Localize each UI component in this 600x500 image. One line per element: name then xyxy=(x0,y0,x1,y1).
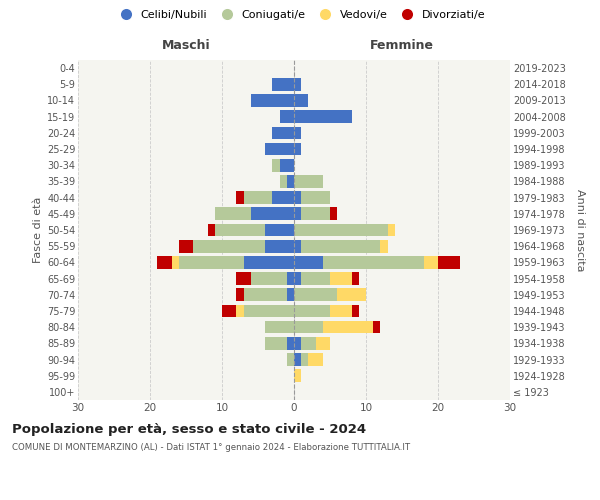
Bar xyxy=(236,288,244,301)
Bar xyxy=(388,224,395,236)
Bar xyxy=(287,353,294,366)
Text: COMUNE DI MONTEMARZINO (AL) - Dati ISTAT 1° gennaio 2024 - Elaborazione TUTTITAL: COMUNE DI MONTEMARZINO (AL) - Dati ISTAT… xyxy=(12,442,410,452)
Bar xyxy=(380,240,388,252)
Bar xyxy=(301,240,380,252)
Bar xyxy=(301,208,330,220)
Bar xyxy=(352,272,359,285)
Bar xyxy=(265,321,294,334)
Bar xyxy=(287,288,294,301)
Text: Popolazione per età, sesso e stato civile - 2024: Popolazione per età, sesso e stato civil… xyxy=(12,422,366,436)
Bar xyxy=(308,353,323,366)
Bar xyxy=(424,256,438,268)
Bar xyxy=(215,208,251,220)
Bar xyxy=(265,224,294,236)
Bar xyxy=(244,192,272,204)
Bar xyxy=(244,256,294,268)
Bar xyxy=(294,321,323,334)
Bar xyxy=(272,159,280,172)
Bar xyxy=(294,288,337,301)
Bar xyxy=(244,288,287,301)
Text: Femmine: Femmine xyxy=(370,39,434,52)
Bar xyxy=(294,370,301,382)
Bar xyxy=(301,353,308,366)
Bar xyxy=(294,142,301,156)
Bar xyxy=(244,304,294,318)
Bar xyxy=(172,256,179,268)
Bar xyxy=(294,208,301,220)
Legend: Celibi/Nubili, Coniugati/e, Vedovi/e, Divorziati/e: Celibi/Nubili, Coniugati/e, Vedovi/e, Di… xyxy=(112,8,488,22)
Bar xyxy=(193,240,265,252)
Bar xyxy=(287,337,294,349)
Bar xyxy=(251,272,287,285)
Bar xyxy=(208,224,215,236)
Bar xyxy=(236,272,251,285)
Bar xyxy=(337,288,366,301)
Bar xyxy=(438,256,460,268)
Bar xyxy=(272,78,294,90)
Bar xyxy=(280,159,294,172)
Bar xyxy=(294,192,301,204)
Bar xyxy=(294,272,301,285)
Bar xyxy=(294,78,301,90)
Bar xyxy=(301,192,330,204)
Bar xyxy=(280,175,287,188)
Bar xyxy=(330,272,352,285)
Bar xyxy=(294,304,330,318)
Bar xyxy=(373,321,380,334)
Bar xyxy=(179,256,244,268)
Bar xyxy=(294,175,323,188)
Bar xyxy=(251,94,294,107)
Bar xyxy=(236,304,244,318)
Bar xyxy=(352,304,359,318)
Bar xyxy=(294,110,352,123)
Bar xyxy=(179,240,193,252)
Bar xyxy=(265,337,287,349)
Bar xyxy=(215,224,265,236)
Bar xyxy=(294,256,323,268)
Y-axis label: Fasce di età: Fasce di età xyxy=(32,197,43,263)
Bar xyxy=(323,256,424,268)
Bar xyxy=(294,337,301,349)
Bar xyxy=(272,192,294,204)
Bar xyxy=(294,240,301,252)
Bar xyxy=(330,304,352,318)
Bar xyxy=(294,224,388,236)
Bar xyxy=(272,126,294,139)
Bar xyxy=(294,353,301,366)
Bar xyxy=(301,337,316,349)
Bar xyxy=(236,192,244,204)
Bar xyxy=(265,240,294,252)
Bar xyxy=(251,208,294,220)
Text: Maschi: Maschi xyxy=(161,39,211,52)
Bar xyxy=(294,126,301,139)
Y-axis label: Anni di nascita: Anni di nascita xyxy=(575,188,585,271)
Bar xyxy=(330,208,337,220)
Bar xyxy=(301,272,330,285)
Bar xyxy=(316,337,330,349)
Bar xyxy=(222,304,236,318)
Bar xyxy=(265,142,294,156)
Bar xyxy=(157,256,172,268)
Bar xyxy=(287,175,294,188)
Bar xyxy=(294,94,308,107)
Bar xyxy=(280,110,294,123)
Bar xyxy=(287,272,294,285)
Bar xyxy=(323,321,373,334)
